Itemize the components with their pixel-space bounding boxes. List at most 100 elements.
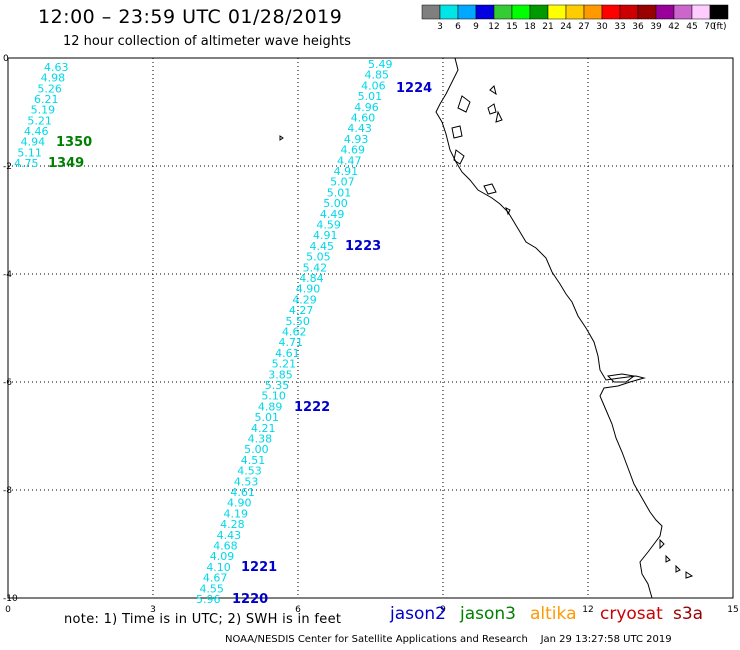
swh-value: 5.01 [327, 186, 352, 199]
coastline [279, 57, 694, 599]
pass-label-1350: 1350 [56, 135, 92, 150]
swh-value: 4.55 [199, 582, 224, 595]
swh-value: 4.53 [237, 465, 262, 478]
credit-line: NOAA/NESDIS Center for Satellite Applica… [225, 634, 672, 645]
lat-lon-grid [8, 58, 733, 598]
swh-value: 4.93 [344, 133, 369, 146]
pass-label-1222: 1222 [294, 400, 330, 415]
legend-label: 18 [524, 22, 536, 32]
y-axis-ticks: 0 -2 -4 -6 -8 -10 [3, 54, 18, 604]
swh-value: 4.29 [292, 293, 317, 306]
swh-value: 4.91 [334, 165, 359, 178]
x-tick-label: 0 [5, 605, 11, 615]
legend-label: 24 [560, 22, 572, 32]
pass-label-1221: 1221 [241, 560, 277, 575]
swh-value: 4.06 [361, 79, 386, 92]
swh-value: 4.85 [365, 69, 390, 82]
x-tick-label: 12 [582, 605, 593, 615]
swh-value: 4.09 [210, 550, 235, 563]
swh-value: 5.19 [31, 104, 55, 117]
satellite-s3a: s3a [673, 604, 704, 624]
swh-value: 4.51 [241, 454, 266, 467]
swh-value: 5.50 [285, 315, 310, 328]
legend-label: 3 [437, 22, 443, 32]
legend-swatch [547, 4, 567, 20]
swh-value: 6.21 [34, 93, 59, 106]
satellite-cryosat: cryosat [600, 604, 663, 624]
swh-value: 5.05 [306, 251, 331, 264]
legend-label: 42 [668, 22, 679, 32]
legend-label: 39 [650, 22, 662, 32]
swh-value: 4.43 [347, 122, 372, 135]
swh-value: 4.27 [289, 304, 314, 317]
legend-swatch [511, 4, 531, 20]
legend-swatch [691, 4, 711, 20]
swh-value: 4.75 [14, 157, 39, 170]
swh-value: 5.07 [330, 176, 355, 189]
legend-label: 33 [614, 22, 625, 32]
map-title: 12:00 – 23:59 UTC 01/28/2019 [38, 6, 343, 28]
legend-label: 6 [455, 22, 461, 32]
swh-value: 4.63 [44, 61, 69, 74]
color-legend: 3 6 9 12 15 18 21 24 27 30 33 36 39 42 45 70 [421, 4, 729, 32]
swh-value: 4.96 [354, 101, 379, 114]
swh-value: 5.49 [368, 58, 393, 71]
swh-value: 4.45 [310, 240, 335, 253]
legend-swatch [439, 4, 459, 20]
swh-value: 4.62 [282, 326, 307, 339]
swh-value: 4.19 [224, 507, 249, 520]
swh-value: 4.94 [21, 136, 45, 149]
swh-value: 4.90 [296, 283, 321, 296]
legend-swatch [709, 4, 729, 20]
pass-label-1224: 1224 [396, 81, 432, 96]
swh-value: 4.28 [220, 518, 245, 531]
x-tick-label: 3 [150, 605, 156, 615]
track-1220-1224-values: 5.494.854.065.014.964.604.434.934.694.47… [196, 58, 393, 606]
swh-value: 4.68 [213, 540, 238, 553]
legend-swatch [637, 4, 657, 20]
swh-value: 4.59 [316, 219, 341, 232]
legend-unit: (ft) [713, 22, 727, 32]
x-tick-label: 9 [440, 605, 446, 615]
pass-label-1223: 1223 [345, 239, 381, 254]
swh-value: 4.90 [227, 497, 252, 510]
swh-value: 5.42 [303, 261, 328, 274]
legend-label: 45 [686, 22, 697, 32]
satellite-jason3: jason3 [460, 604, 516, 624]
x-tick-label: 15 [727, 605, 738, 615]
swh-value: 4.46 [24, 125, 49, 138]
swh-value: 4.91 [313, 229, 338, 242]
swh-value: 5.01 [254, 411, 278, 424]
pass-label-1220: 1220 [232, 592, 268, 607]
swh-value: 4.10 [206, 561, 231, 574]
y-tick-label: -6 [3, 378, 12, 388]
y-tick-label: 0 [3, 54, 9, 64]
swh-value: 4.84 [299, 272, 324, 285]
swh-value: 5.11 [17, 146, 42, 159]
swh-value: 4.71 [279, 336, 304, 349]
y-tick-label: -2 [3, 162, 12, 172]
legend-swatch [565, 4, 585, 20]
swh-value: 4.69 [340, 144, 365, 157]
swh-value: 4.43 [217, 529, 242, 542]
legend-label: 30 [596, 22, 608, 32]
legend-label: 70 [704, 22, 716, 32]
legend-swatch [493, 4, 513, 20]
legend-swatch [475, 4, 495, 20]
swh-value: 4.61 [275, 347, 300, 360]
swh-value: 5.96 [196, 593, 221, 606]
legend-label: 36 [632, 22, 644, 32]
y-tick-label: -4 [3, 270, 12, 280]
swh-value: 4.89 [258, 400, 283, 413]
legend-label: 12 [488, 22, 499, 32]
legend-swatch [601, 4, 621, 20]
swh-value: 4.49 [320, 208, 345, 221]
satellite-jason2: jason2 [390, 604, 446, 624]
swh-value: 4.67 [203, 572, 228, 585]
legend-swatch [421, 4, 441, 20]
swh-value: 4.53 [234, 475, 259, 488]
swh-value: 5.21 [272, 358, 297, 371]
legend-swatch [457, 4, 477, 20]
map-subtitle: 12 hour collection of altimeter wave hei… [63, 34, 351, 49]
